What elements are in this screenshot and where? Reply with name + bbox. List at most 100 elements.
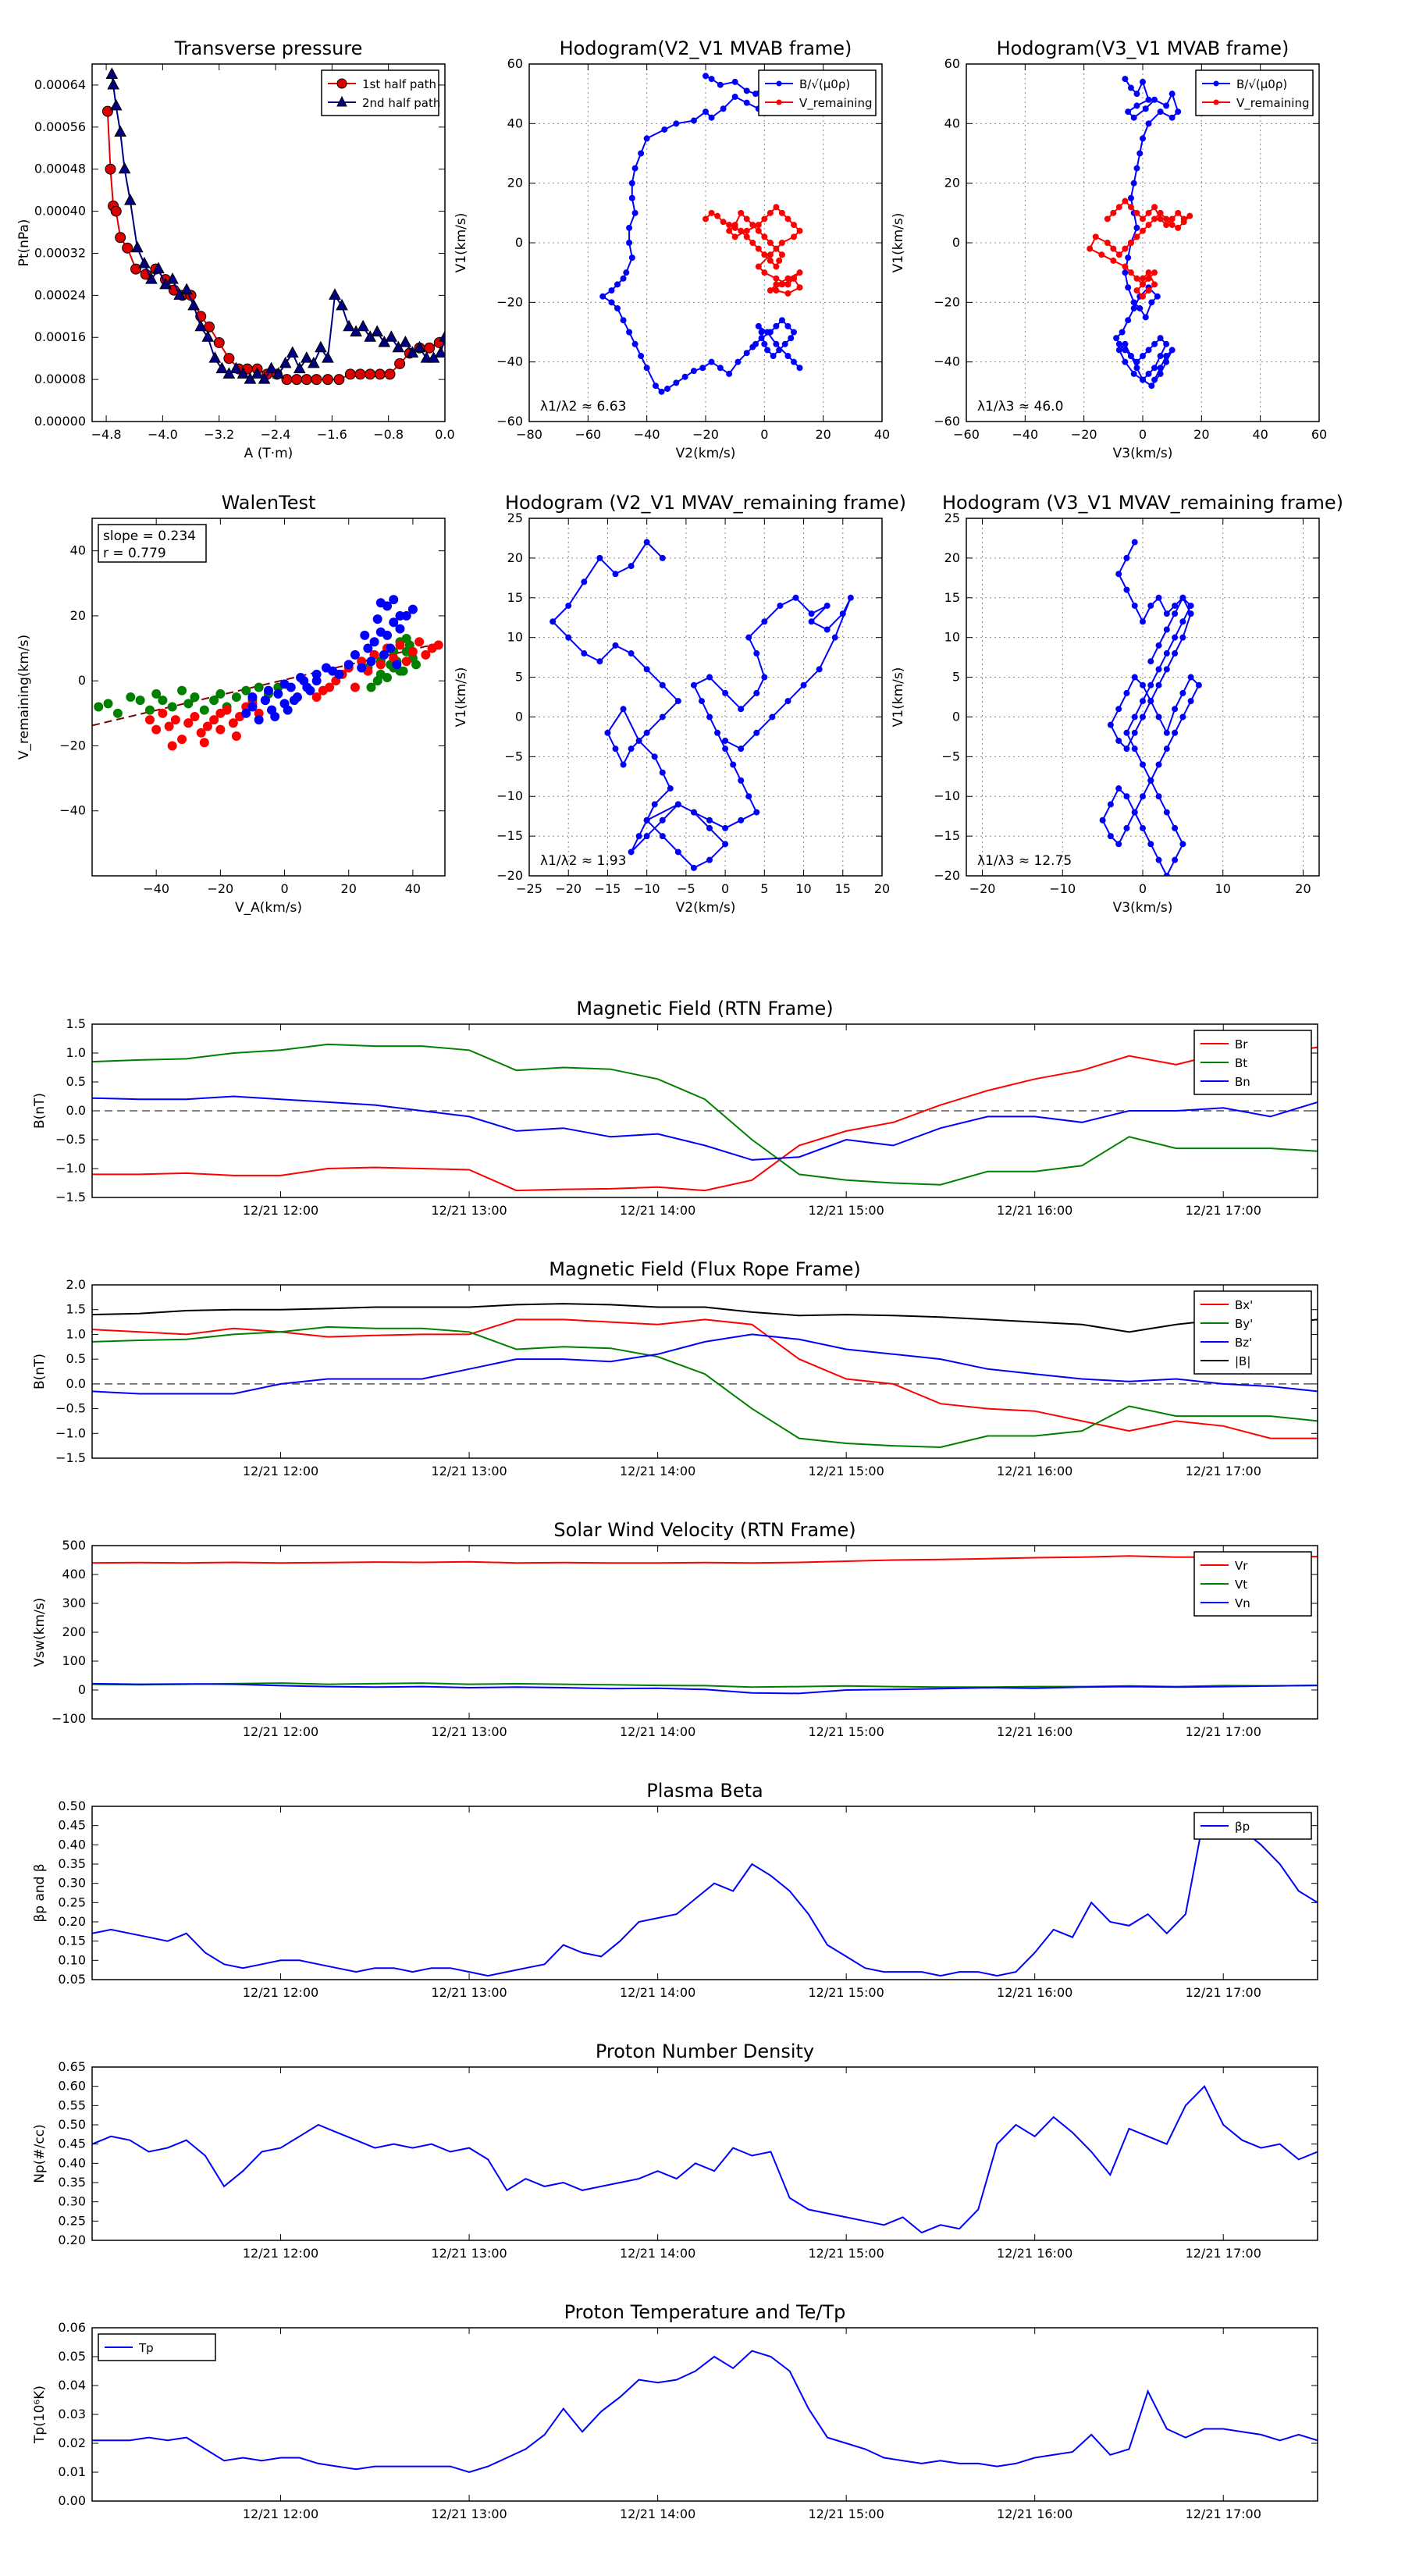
- plot-frame: [91, 1284, 1318, 1459]
- data-point-b-0: [702, 73, 709, 80]
- y-tick-label: 0.00: [58, 2493, 86, 2508]
- data-point-series: [612, 571, 619, 578]
- y-tick-label: −10: [496, 788, 523, 803]
- data-point: [199, 705, 209, 715]
- data-point-v-remaining: [738, 227, 745, 234]
- data-point-series: [659, 681, 666, 688]
- data-point: [433, 640, 443, 650]
- x-tick-label: 40: [405, 881, 421, 896]
- data-point-b-0: [628, 254, 635, 262]
- y-axis-label: V_remaining(km/s): [16, 635, 32, 760]
- data-point-b-0: [776, 347, 783, 354]
- x-tick-label: 0: [280, 881, 288, 896]
- data-point-1st-half-path: [301, 374, 312, 386]
- data-point-1st-half-path: [374, 368, 386, 380]
- data-point-b-0: [708, 114, 715, 121]
- y-tick-label: 0.40: [58, 2155, 86, 2170]
- data-point-b-0: [1125, 109, 1132, 116]
- data-point-b-0: [1127, 353, 1134, 360]
- data-point-series: [1179, 618, 1186, 625]
- y-tick-label: 25: [507, 511, 523, 525]
- legend-label: βp: [1235, 1820, 1250, 1834]
- data-point-series: [1140, 761, 1146, 768]
- data-point-b-0: [1142, 314, 1149, 321]
- data-point-series: [738, 817, 745, 824]
- data-point-v-remaining: [1175, 209, 1182, 216]
- data-point-series: [1123, 554, 1130, 561]
- data-point-v-remaining: [767, 240, 774, 246]
- series-line-tp: [92, 2350, 1318, 2474]
- data-point-v-remaining: [1140, 275, 1146, 282]
- x-tick-label: −40: [143, 881, 169, 896]
- x-tick-label: 12/21 17:00: [1186, 1985, 1261, 2000]
- chart-title: Proton Number Density: [596, 2041, 814, 2062]
- data-point-series: [1131, 539, 1138, 546]
- x-tick-label: 0: [721, 881, 729, 896]
- data-point-v-remaining: [708, 209, 715, 216]
- y-tick-label: 0.45: [58, 1818, 86, 1833]
- x-tick-label: −1.6: [317, 427, 347, 442]
- data-point-series: [1163, 650, 1170, 657]
- data-point-v-remaining: [767, 257, 774, 264]
- data-point-series: [620, 706, 627, 713]
- data-point-b-0: [1163, 102, 1170, 109]
- data-point-b-0: [620, 275, 627, 282]
- y-tick-label: 0.10: [58, 1952, 86, 1967]
- data-point-b-0: [1157, 109, 1164, 116]
- y-tick-label: 2.0: [66, 1277, 86, 1292]
- data-point-series: [745, 793, 752, 800]
- data-point-series: [1163, 666, 1170, 673]
- data-point-1st-half-path: [115, 232, 126, 244]
- plot-frame: [91, 2327, 1318, 2502]
- data-point-b-0: [631, 209, 638, 216]
- data-point: [103, 699, 113, 709]
- data-point-series: [1147, 658, 1154, 665]
- data-point: [382, 601, 393, 611]
- data-point-series: [612, 642, 619, 649]
- x-tick-label: 12/21 12:00: [243, 1724, 318, 1739]
- legend: B/√(μ0ρ) V_remaining: [758, 69, 877, 116]
- y-tick-label: 0.0: [66, 1376, 86, 1391]
- data-point: [126, 692, 136, 702]
- data-point-b-0: [1157, 353, 1164, 360]
- data-point-series: [1155, 713, 1162, 720]
- data-point-2nd-half-path: [107, 77, 119, 90]
- data-point-series: [1131, 713, 1138, 720]
- data-point-series: [800, 681, 807, 688]
- data-point-series: [1107, 833, 1114, 840]
- data-point-2nd-half-path: [434, 346, 445, 358]
- data-point-series: [612, 745, 619, 753]
- data-point-v-remaining: [1168, 222, 1176, 229]
- data-point-v-remaining: [1098, 251, 1105, 258]
- data-point-series: [1140, 713, 1146, 720]
- data-point: [392, 660, 402, 670]
- y-tick-label: −100: [52, 1711, 86, 1726]
- y-tick-label: 0.00000: [34, 414, 86, 429]
- data-point-series: [1163, 610, 1170, 617]
- data-point-v-remaining: [1145, 287, 1152, 294]
- data-point-v-remaining: [1157, 209, 1164, 216]
- data-point-b-0: [1127, 194, 1134, 201]
- data-point: [209, 696, 219, 706]
- annotation-text: r = 0.779: [103, 546, 166, 561]
- data-point-series: [823, 602, 831, 609]
- data-point-2nd-half-path: [293, 361, 306, 374]
- y-tick-label: −20: [934, 868, 960, 883]
- data-point-1st-half-path: [311, 374, 322, 386]
- data-point-series: [1131, 729, 1138, 736]
- annotation-text: slope = 0.234: [103, 528, 196, 544]
- data-point-2nd-half-path: [251, 367, 264, 379]
- data-point-series: [581, 650, 588, 657]
- data-point-v-remaining: [1140, 227, 1146, 234]
- data-point-b-0: [743, 350, 750, 357]
- plot-frame: [91, 1023, 1318, 1198]
- data-point-b-0: [708, 358, 715, 365]
- data-point-series: [1131, 745, 1138, 753]
- x-tick-label: −3.2: [204, 427, 234, 442]
- y-tick-label: −1.5: [55, 1190, 86, 1204]
- data-point-b-0: [1140, 376, 1146, 383]
- y-tick-label: −0.5: [55, 1132, 86, 1147]
- data-point-b-0: [1133, 358, 1140, 365]
- y-tick-label: 0.25: [58, 2213, 86, 2228]
